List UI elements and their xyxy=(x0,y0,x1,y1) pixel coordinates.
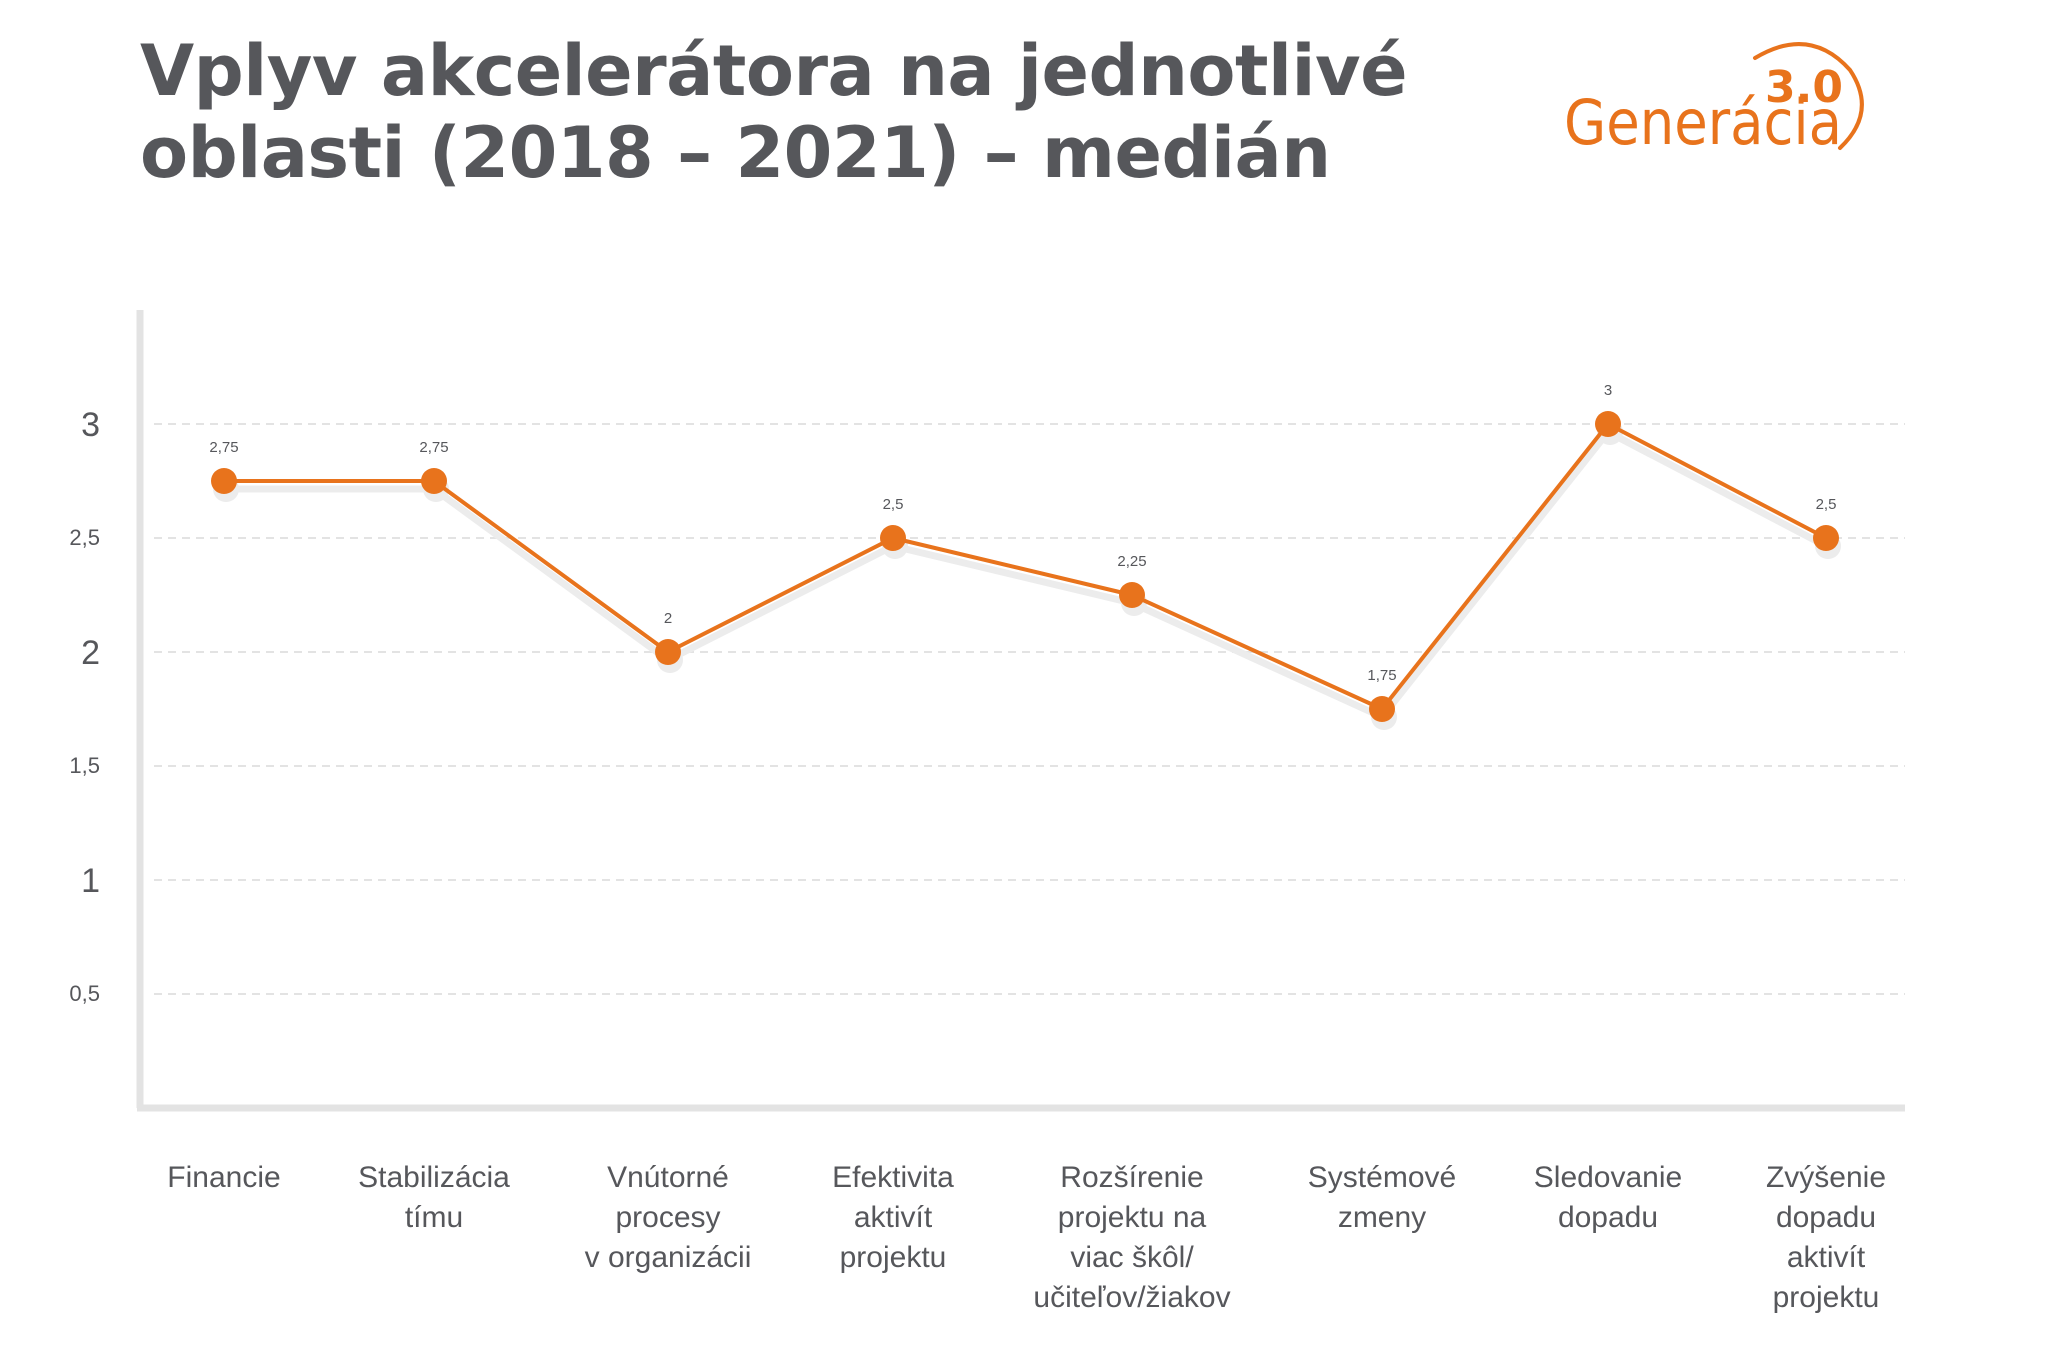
logo-word: Generácia xyxy=(1564,86,1842,159)
data-label-2: 2 xyxy=(664,610,672,627)
series-line xyxy=(224,422,1827,711)
x-tick-label-3-line-2: projektu xyxy=(840,1241,947,1274)
x-tick-label-5-line-0: Systémové xyxy=(1308,1161,1456,1194)
x-tick-label-7-line-0: Zvýšenie xyxy=(1766,1161,1886,1194)
gridlines xyxy=(154,423,1905,995)
y-tick-label-3: 2 xyxy=(81,634,100,672)
data-label-3: 2,5 xyxy=(883,496,904,513)
x-tick-label-6: Sledovanie dopadu xyxy=(1534,1161,1682,1234)
generacia-logo: 3.0 Generácia xyxy=(1564,42,1864,159)
x-tick-label-2-line-0: Vnútorné xyxy=(607,1161,729,1194)
x-tick-label-3-line-1: aktivít xyxy=(854,1201,933,1234)
x-tick-label-7: Zvýšenie dopadu aktivít projektu xyxy=(1766,1161,1886,1314)
data-point-1 xyxy=(421,468,447,494)
x-tick-label-3-line-0: Efektivita xyxy=(832,1161,954,1194)
y-tick-labels: 0,5 1 1,5 2 2,5 3 xyxy=(69,406,100,1006)
x-tick-label-6-line-0: Sledovanie xyxy=(1534,1161,1682,1194)
data-label-5: 1,75 xyxy=(1367,667,1396,684)
logo-version: 3.0 xyxy=(1765,62,1843,113)
data-point-2 xyxy=(655,639,681,665)
data-point-5 xyxy=(1369,696,1395,722)
y-tick-label-5: 3 xyxy=(81,406,100,444)
data-points xyxy=(211,411,1839,722)
data-point-7 xyxy=(1813,525,1839,551)
x-tick-label-6-line-1: dopadu xyxy=(1558,1201,1658,1234)
data-label-6: 3 xyxy=(1604,382,1612,399)
x-tick-label-1-line-0: Stabilizácia xyxy=(358,1161,510,1194)
logo-swoosh xyxy=(1753,42,1864,150)
y-tick-label-0: 0,5 xyxy=(69,981,100,1006)
data-label-1: 2,75 xyxy=(419,439,448,456)
x-tick-label-4-line-0: Rozšírenie xyxy=(1060,1161,1203,1194)
data-point-4 xyxy=(1119,582,1145,608)
x-tick-label-2-line-1: procesy xyxy=(615,1201,720,1234)
y-tick-label-2: 1,5 xyxy=(69,753,100,778)
x-tick-label-4: Rozšírenie projektu na viac škôl/učiteľov/… xyxy=(1033,1161,1230,1314)
data-point-0 xyxy=(211,468,237,494)
x-tick-label-7-line-2: aktivít xyxy=(1787,1241,1866,1274)
x-tick-label-5-line-1: zmeny xyxy=(1338,1201,1426,1234)
series-line-shadow xyxy=(224,428,1828,721)
chart-title-line-1: Vplyv akcelerátora na jednotlivé xyxy=(140,30,1408,112)
data-point-6 xyxy=(1595,411,1621,437)
x-tick-label-2-line-2: v organizácii xyxy=(585,1241,752,1274)
data-labels: 2,75 2,75 2 2,5 2,25 1,75 3 2,5 xyxy=(209,382,1836,684)
x-tick-label-1-line-1: tímu xyxy=(405,1201,463,1234)
y-tick-label-1: 1 xyxy=(81,862,100,900)
series-line-path xyxy=(224,422,1827,711)
x-tick-label-4-line-3: učiteľov/žiakov xyxy=(1033,1281,1230,1314)
x-tick-label-0-line-0: Financie xyxy=(167,1161,280,1194)
x-tick-labels: Financie Stabilizácia tímu Vnútorné procesy v… xyxy=(167,1161,1886,1314)
data-label-7: 2,5 xyxy=(1816,496,1837,513)
x-tick-label-5: Systémové zmeny xyxy=(1308,1161,1456,1234)
chart-title: Vplyv akcelerátora na jednotlivé oblasti… xyxy=(140,30,1440,194)
x-tick-label-4-line-1: projektu na xyxy=(1058,1201,1207,1234)
series-shadow xyxy=(213,419,1841,730)
chart-title-line-2: oblasti (2018 – 2021) – medián xyxy=(140,112,1331,194)
axes xyxy=(136,310,1905,1112)
data-label-0: 2,75 xyxy=(209,439,238,456)
x-tick-label-4-line-2: viac škôl/ xyxy=(1070,1241,1194,1274)
data-point-3 xyxy=(880,525,906,551)
x-tick-label-7-line-1: dopadu xyxy=(1776,1201,1876,1234)
x-tick-label-3: Efektivita aktivít projektu xyxy=(832,1161,954,1274)
x-tick-label-0: Financie xyxy=(167,1161,280,1194)
x-tick-label-7-line-3: projektu xyxy=(1773,1281,1880,1314)
x-tick-label-2: Vnútorné procesy v organizácii xyxy=(585,1161,752,1274)
x-tick-label-1: Stabilizácia tímu xyxy=(358,1161,510,1234)
data-label-4: 2,25 xyxy=(1117,553,1146,570)
y-tick-label-4: 2,5 xyxy=(69,525,100,550)
